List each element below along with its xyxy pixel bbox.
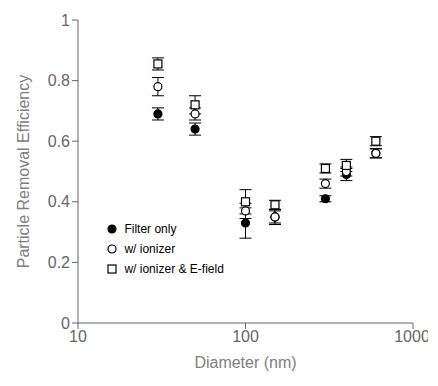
svg-text:0.6: 0.6 — [48, 133, 70, 150]
svg-text:Particle Removal Efficiency: Particle Removal Efficiency — [15, 75, 32, 269]
svg-text:100: 100 — [232, 328, 259, 345]
svg-text:0.4: 0.4 — [48, 193, 70, 210]
svg-text:1: 1 — [61, 12, 70, 29]
svg-text:0: 0 — [61, 315, 70, 332]
svg-text:0.8: 0.8 — [48, 72, 70, 89]
svg-text:0.2: 0.2 — [48, 254, 70, 271]
svg-text:1000: 1000 — [394, 328, 428, 345]
html-text:w/ ionizer: w/ ionizer — [124, 241, 176, 256]
html-text:w/ ionizer & E-field: w/ ionizer & E-field — [124, 261, 224, 276]
html-text:Filter only: Filter only — [124, 221, 177, 236]
svg-text:10: 10 — [69, 328, 87, 345]
svg-text:Diameter (nm): Diameter (nm) — [194, 354, 296, 371]
